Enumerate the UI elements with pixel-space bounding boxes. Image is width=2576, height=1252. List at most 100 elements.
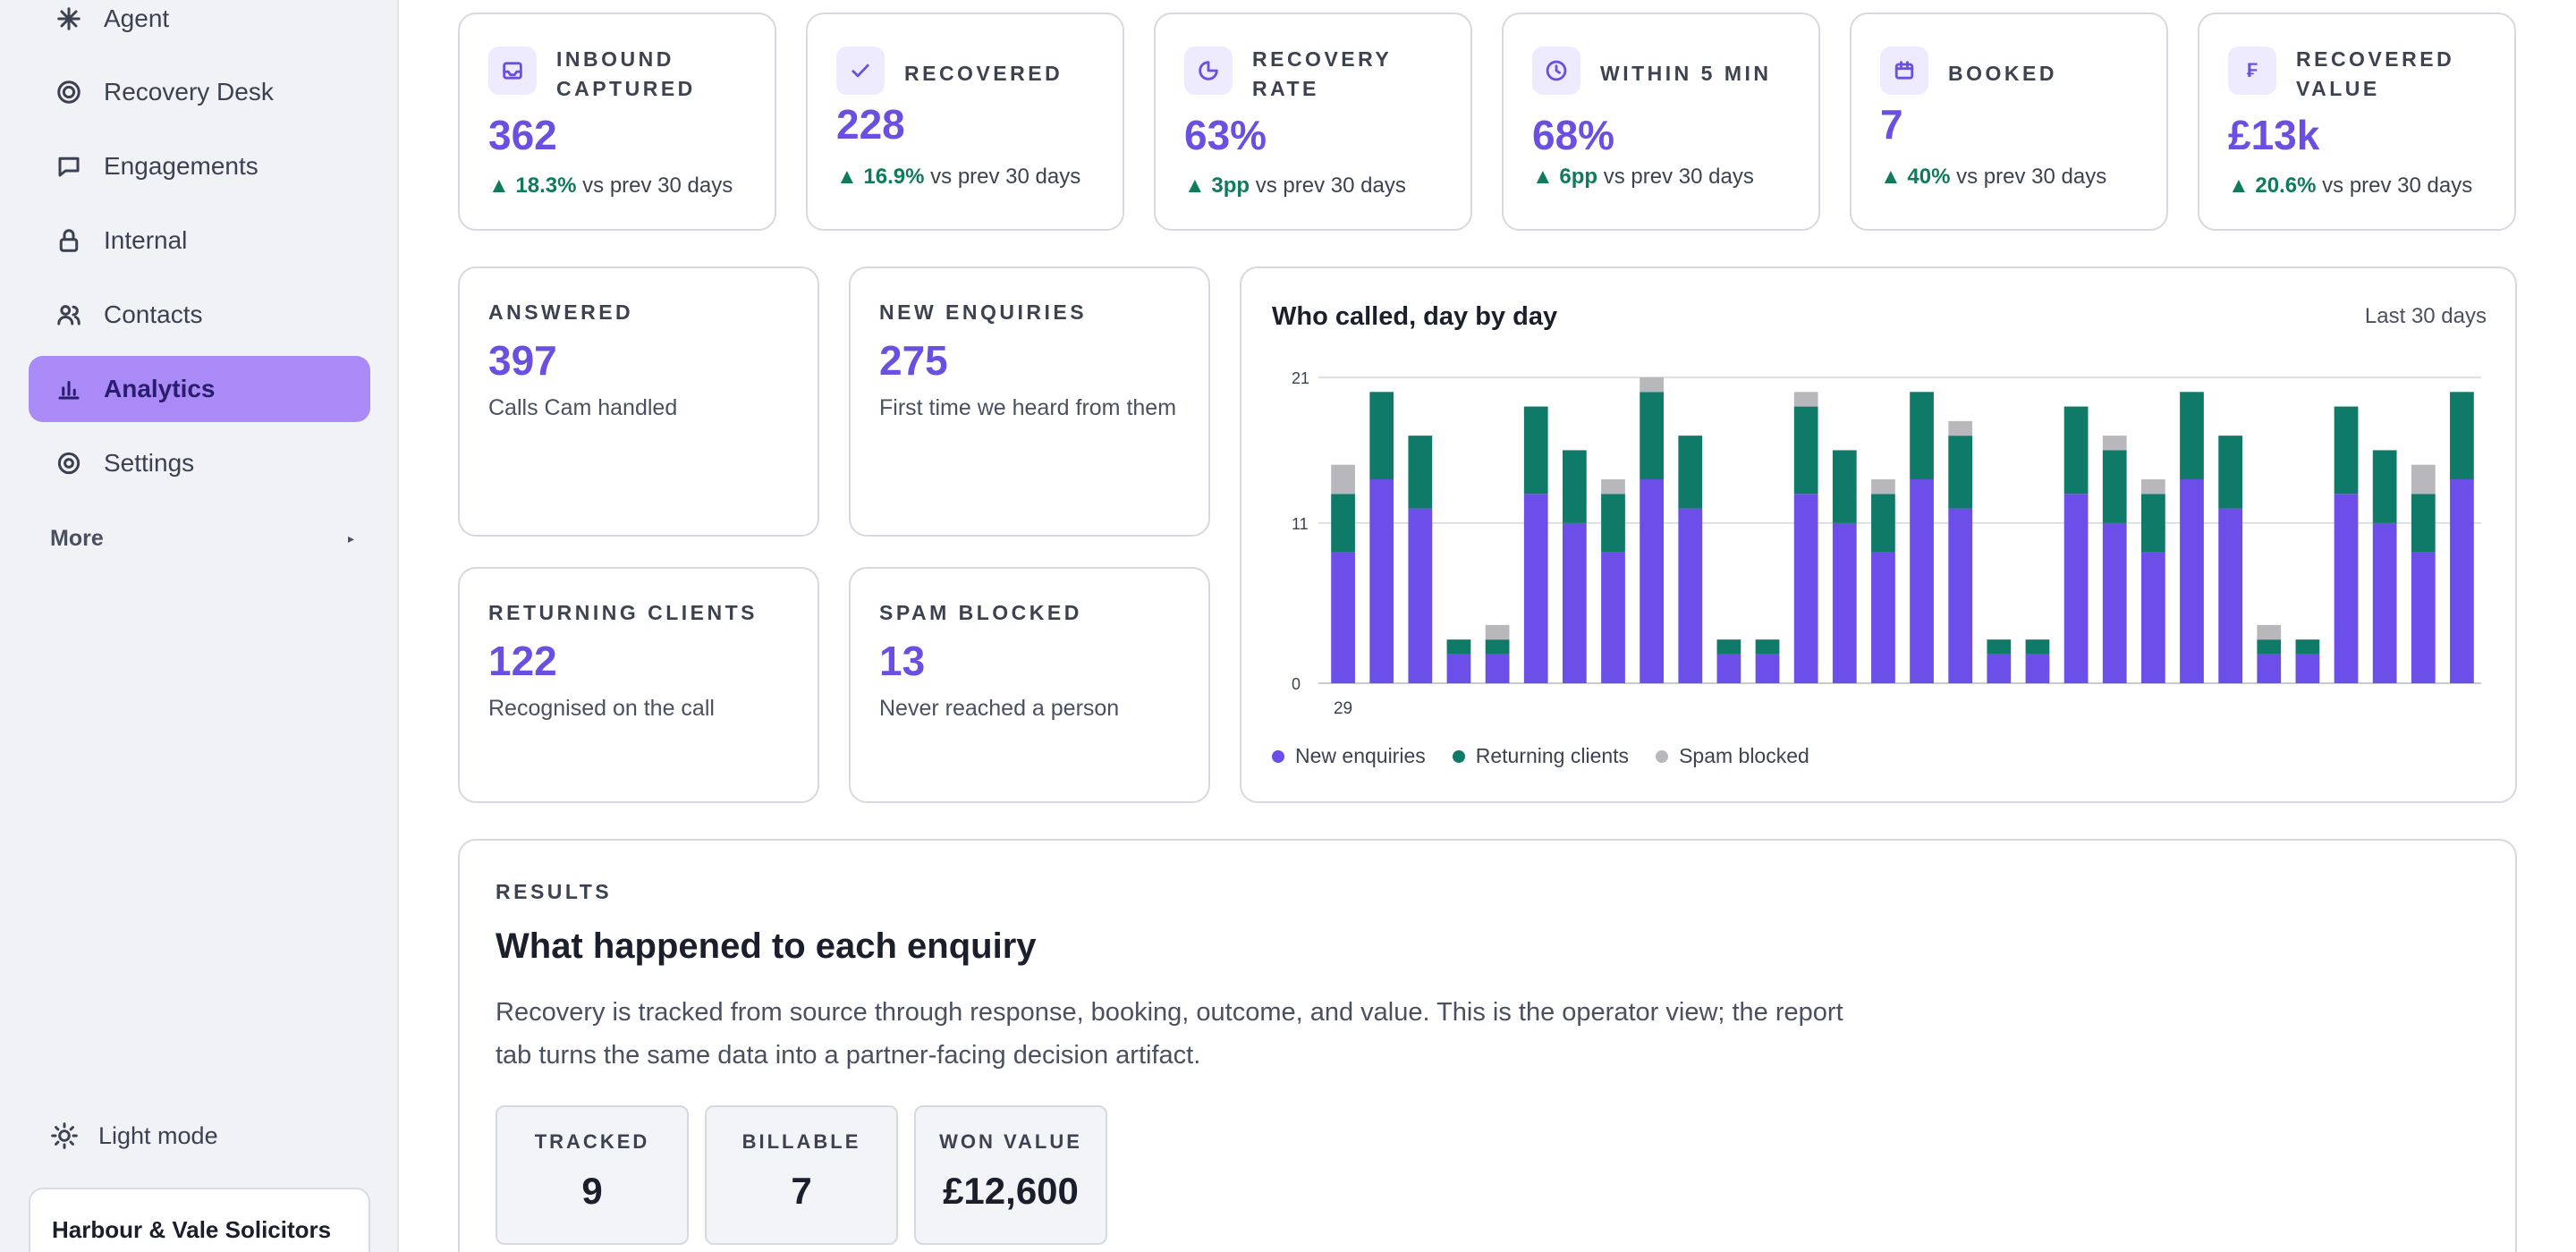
- bar-segment: [1446, 639, 1471, 655]
- kpi-delta-suffix: vs prev 30 days: [2322, 173, 2473, 198]
- kpi-delta-value: 18.3%: [515, 173, 577, 198]
- org-name: Harbour & Vale Solicitors: [52, 1216, 332, 1243]
- more-toggle[interactable]: More ▸: [50, 526, 354, 552]
- bar-segment: [2257, 624, 2282, 640]
- up-arrow-icon: ▲: [488, 173, 516, 198]
- bar-segment: [1331, 552, 1355, 683]
- legend-item-new-enquiries[interactable]: New enquiries: [1272, 744, 1426, 768]
- metric-label: TRACKED: [534, 1130, 650, 1153]
- bar-segment: [2140, 479, 2165, 495]
- kpi-delta: ▲ 18.3% vs prev 30 days: [488, 173, 733, 199]
- check-icon: [836, 47, 885, 95]
- bar-segment: [1485, 654, 1510, 683]
- bar-segment: [1485, 639, 1510, 655]
- kpi-label: RECOVERED VALUE: [2296, 47, 2455, 100]
- gear-icon: [54, 448, 84, 478]
- caret-right-icon: ▸: [347, 531, 354, 546]
- sidebar-item-label: Agent: [104, 4, 170, 32]
- bar-segment: [1948, 420, 1973, 436]
- sidebar-item-agent[interactable]: Agent: [29, 0, 370, 52]
- kpi-delta-value: 6pp: [1559, 165, 1598, 189]
- kpi-label: RECOVERY RATE: [1252, 47, 1392, 100]
- y-tick-label: 0: [1292, 675, 1301, 693]
- bar-segment: [1871, 552, 1895, 683]
- sidebar-item-internal[interactable]: Internal: [29, 207, 370, 274]
- stat-desc: Never reached a person: [879, 696, 1120, 721]
- bar-segment: [1678, 508, 1703, 683]
- kpi-label: RECOVERED: [904, 62, 1063, 85]
- bar-segment: [1871, 494, 1895, 553]
- sidebar-item-label: Analytics: [104, 375, 216, 402]
- up-arrow-icon: ▲: [1532, 165, 1560, 189]
- bar-segment: [1948, 508, 1973, 683]
- light-mode-toggle[interactable]: Light mode: [50, 1121, 218, 1150]
- bar-segment: [1523, 494, 1548, 683]
- metric-won-value: WON VALUE £12,600: [914, 1105, 1107, 1245]
- bar-segment: [1601, 552, 1625, 683]
- stat-value: 397: [488, 337, 557, 384]
- legend-item-spam-blocked[interactable]: Spam blocked: [1656, 744, 1809, 768]
- clock-icon: [1532, 47, 1580, 95]
- kpi-value: 68%: [1532, 112, 1615, 158]
- bar-segment: [1716, 654, 1741, 683]
- light-mode-label: Light mode: [98, 1121, 218, 1149]
- bar-segment: [1832, 522, 1857, 683]
- chart-card: Who called, day by day Last 30 days 0 11 2…: [1240, 266, 2517, 803]
- kpi-value: 362: [488, 112, 557, 158]
- stat-desc: Calls Cam handled: [488, 395, 678, 420]
- bar-segment: [1793, 392, 1818, 407]
- org-switcher[interactable]: Harbour & Vale Solicitors: [29, 1188, 370, 1252]
- legend-dot: [1452, 749, 1465, 763]
- kpi-label: INBOUND CAPTURED: [556, 47, 696, 100]
- bar-segment: [1987, 639, 2012, 655]
- bar-segment: [1369, 392, 1394, 479]
- sidebar-item-label: Settings: [104, 449, 195, 477]
- bar-segment: [1331, 494, 1355, 553]
- kpi-card-booked: BOOKED 7 ▲ 40% vs prev 30 days: [1850, 13, 2168, 231]
- kpi-card-inbound-captured: INBOUND CAPTURED 362 ▲ 18.3% vs prev 30 …: [458, 13, 776, 231]
- sidebar-item-engagements[interactable]: Engagements: [29, 133, 370, 199]
- bar-segment: [1910, 392, 1934, 479]
- kpi-label: BOOKED: [1948, 62, 2057, 85]
- up-arrow-icon: ▲: [2228, 173, 2256, 198]
- bar-segment: [2063, 494, 2089, 683]
- bar-segment: [2025, 654, 2050, 683]
- chart-range[interactable]: Last 30 days: [2364, 304, 2487, 328]
- legend-item-returning-clients[interactable]: Returning clients: [1452, 744, 1629, 768]
- metric-value: 7: [791, 1170, 812, 1212]
- sidebar-item-recovery-desk[interactable]: Recovery Desk: [29, 59, 370, 125]
- kpi-value: £13k: [2228, 112, 2320, 158]
- sidebar-item-settings[interactable]: Settings: [29, 430, 370, 496]
- kpi-delta-value: 40%: [1907, 165, 1951, 189]
- stat-card-new-enquiries: NEW ENQUIRIES 275 First time we heard fr…: [849, 266, 1210, 537]
- more-label: More: [50, 526, 104, 551]
- sun-icon: [51, 1122, 78, 1149]
- bar-segment: [2334, 406, 2359, 495]
- up-arrow-icon: ▲: [1184, 173, 1212, 198]
- bar-segment: [1640, 392, 1665, 479]
- sidebar-item-analytics[interactable]: Analytics: [29, 356, 370, 422]
- sidebar-item-label: Engagements: [104, 152, 258, 180]
- stat-card-returning-clients: RETURNING CLIENTS 122 Recognised on the …: [458, 567, 819, 803]
- pie-icon: [1184, 47, 1233, 95]
- sidebar-item-label: Internal: [104, 226, 188, 254]
- bar-segment: [2257, 654, 2282, 683]
- bar-segment: [2218, 508, 2243, 683]
- bar-segment: [1331, 464, 1355, 495]
- sidebar-item-contacts[interactable]: Contacts: [29, 282, 370, 348]
- stat-value: 122: [488, 638, 557, 684]
- bar-segment: [2218, 436, 2243, 509]
- users-icon: [54, 300, 84, 330]
- metric-value: 9: [581, 1170, 603, 1212]
- kpi-delta-suffix: vs prev 30 days: [1603, 165, 1754, 189]
- kpi-delta-suffix: vs prev 30 days: [582, 173, 733, 198]
- kpi-card-within-5-min: WITHIN 5 MIN 68% ▲ 6pp vs prev 30 days: [1502, 13, 1820, 231]
- results-card: RESULTS What happened to each enquiry Re…: [458, 839, 2517, 1252]
- kpi-delta-value: 16.9%: [863, 165, 925, 189]
- results-eyebrow: RESULTS: [496, 880, 613, 903]
- bar-chart-icon: [54, 374, 84, 404]
- stat-desc: Recognised on the call: [488, 696, 715, 721]
- bar-segment: [1446, 654, 1471, 683]
- inbox-icon: [488, 47, 537, 95]
- kpi-delta-suffix: vs prev 30 days: [1255, 173, 1406, 198]
